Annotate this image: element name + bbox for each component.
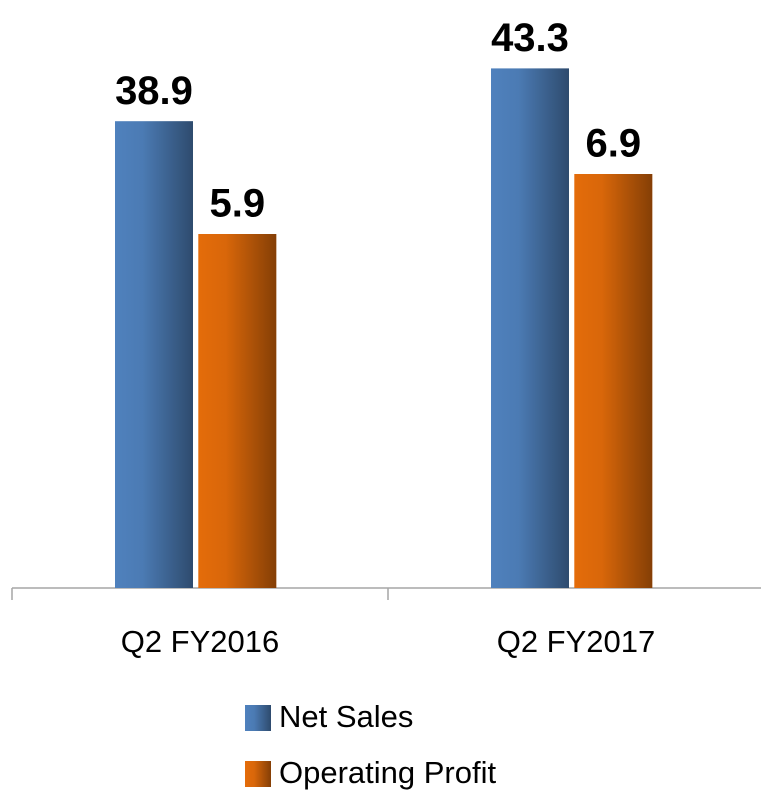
data-label: 38.9 — [115, 69, 193, 113]
data-label: 43.3 — [491, 16, 569, 60]
x-tick-label: Q2 FY2017 — [497, 624, 656, 659]
legend-label: Net Sales — [279, 699, 413, 734]
legend-swatch-shade — [245, 761, 271, 787]
bar-shade — [198, 234, 277, 588]
bar-shade — [115, 121, 193, 588]
data-label: 5.9 — [209, 182, 265, 226]
x-tick-label: Q2 FY2016 — [121, 624, 280, 659]
legend-label: Operating Profit — [279, 755, 496, 790]
bar-shade — [491, 68, 569, 588]
bar-shade — [574, 174, 653, 588]
legend-swatch-shade — [245, 705, 271, 731]
data-label: 6.9 — [585, 122, 641, 166]
